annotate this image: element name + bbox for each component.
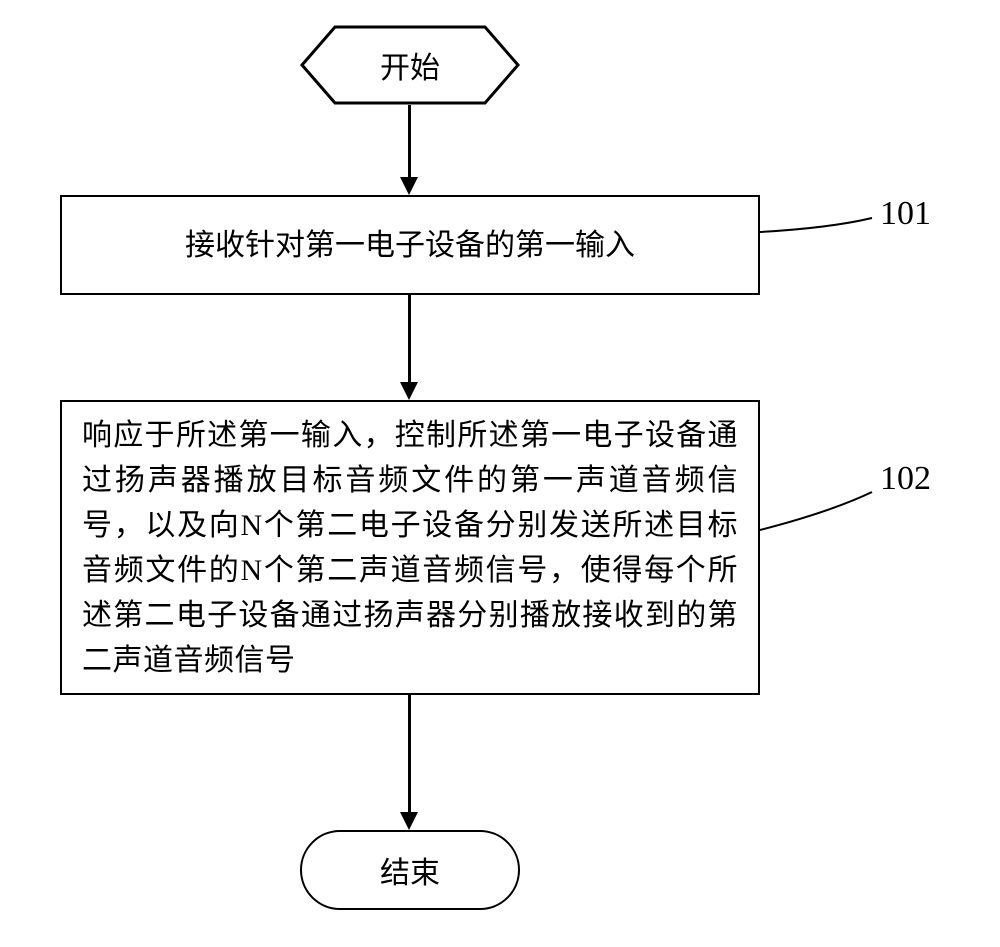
step-label-102: 102	[880, 460, 931, 498]
edge-102-end-head	[400, 812, 418, 830]
edge-102-end	[408, 695, 411, 812]
start-label: 开始	[380, 43, 440, 87]
leader-102	[0, 0, 1000, 947]
flowchart-canvas: 开始 接收针对第一电子设备的第一输入 101 响应于所述第一输入，控制所述第一电…	[0, 0, 1000, 947]
end-label: 结束	[380, 848, 440, 892]
end-node: 结束	[300, 830, 520, 910]
